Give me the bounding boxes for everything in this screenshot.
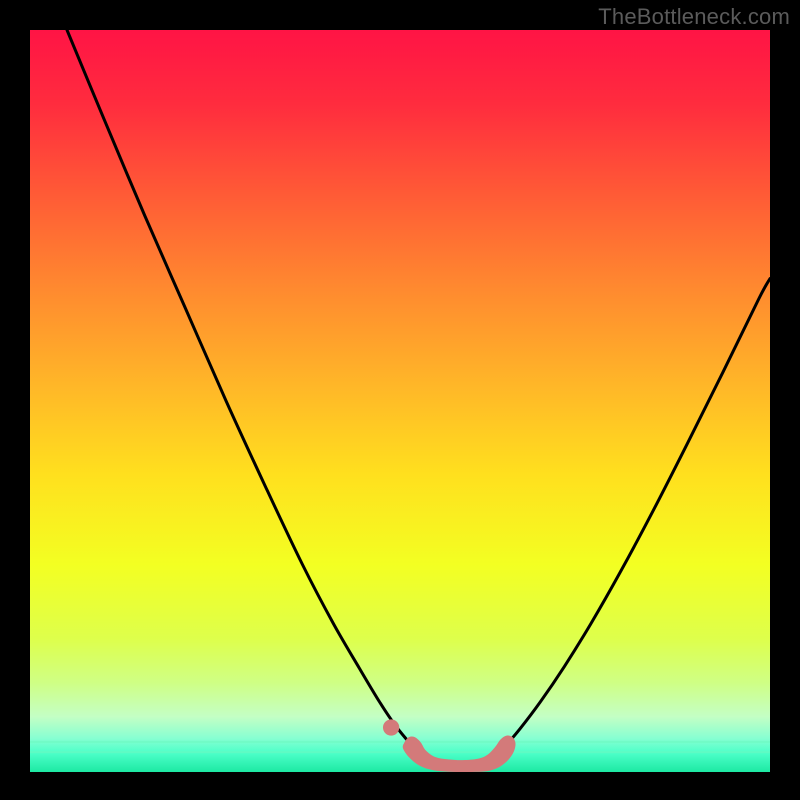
valley-dot <box>383 719 399 735</box>
chart-frame: TheBottleneck.com <box>0 0 800 800</box>
green-band-stripe <box>30 741 770 743</box>
watermark-text: TheBottleneck.com <box>598 4 790 30</box>
gradient-background <box>30 30 770 772</box>
bottleneck-curve-chart <box>0 0 800 800</box>
green-band-stripe <box>30 751 770 753</box>
